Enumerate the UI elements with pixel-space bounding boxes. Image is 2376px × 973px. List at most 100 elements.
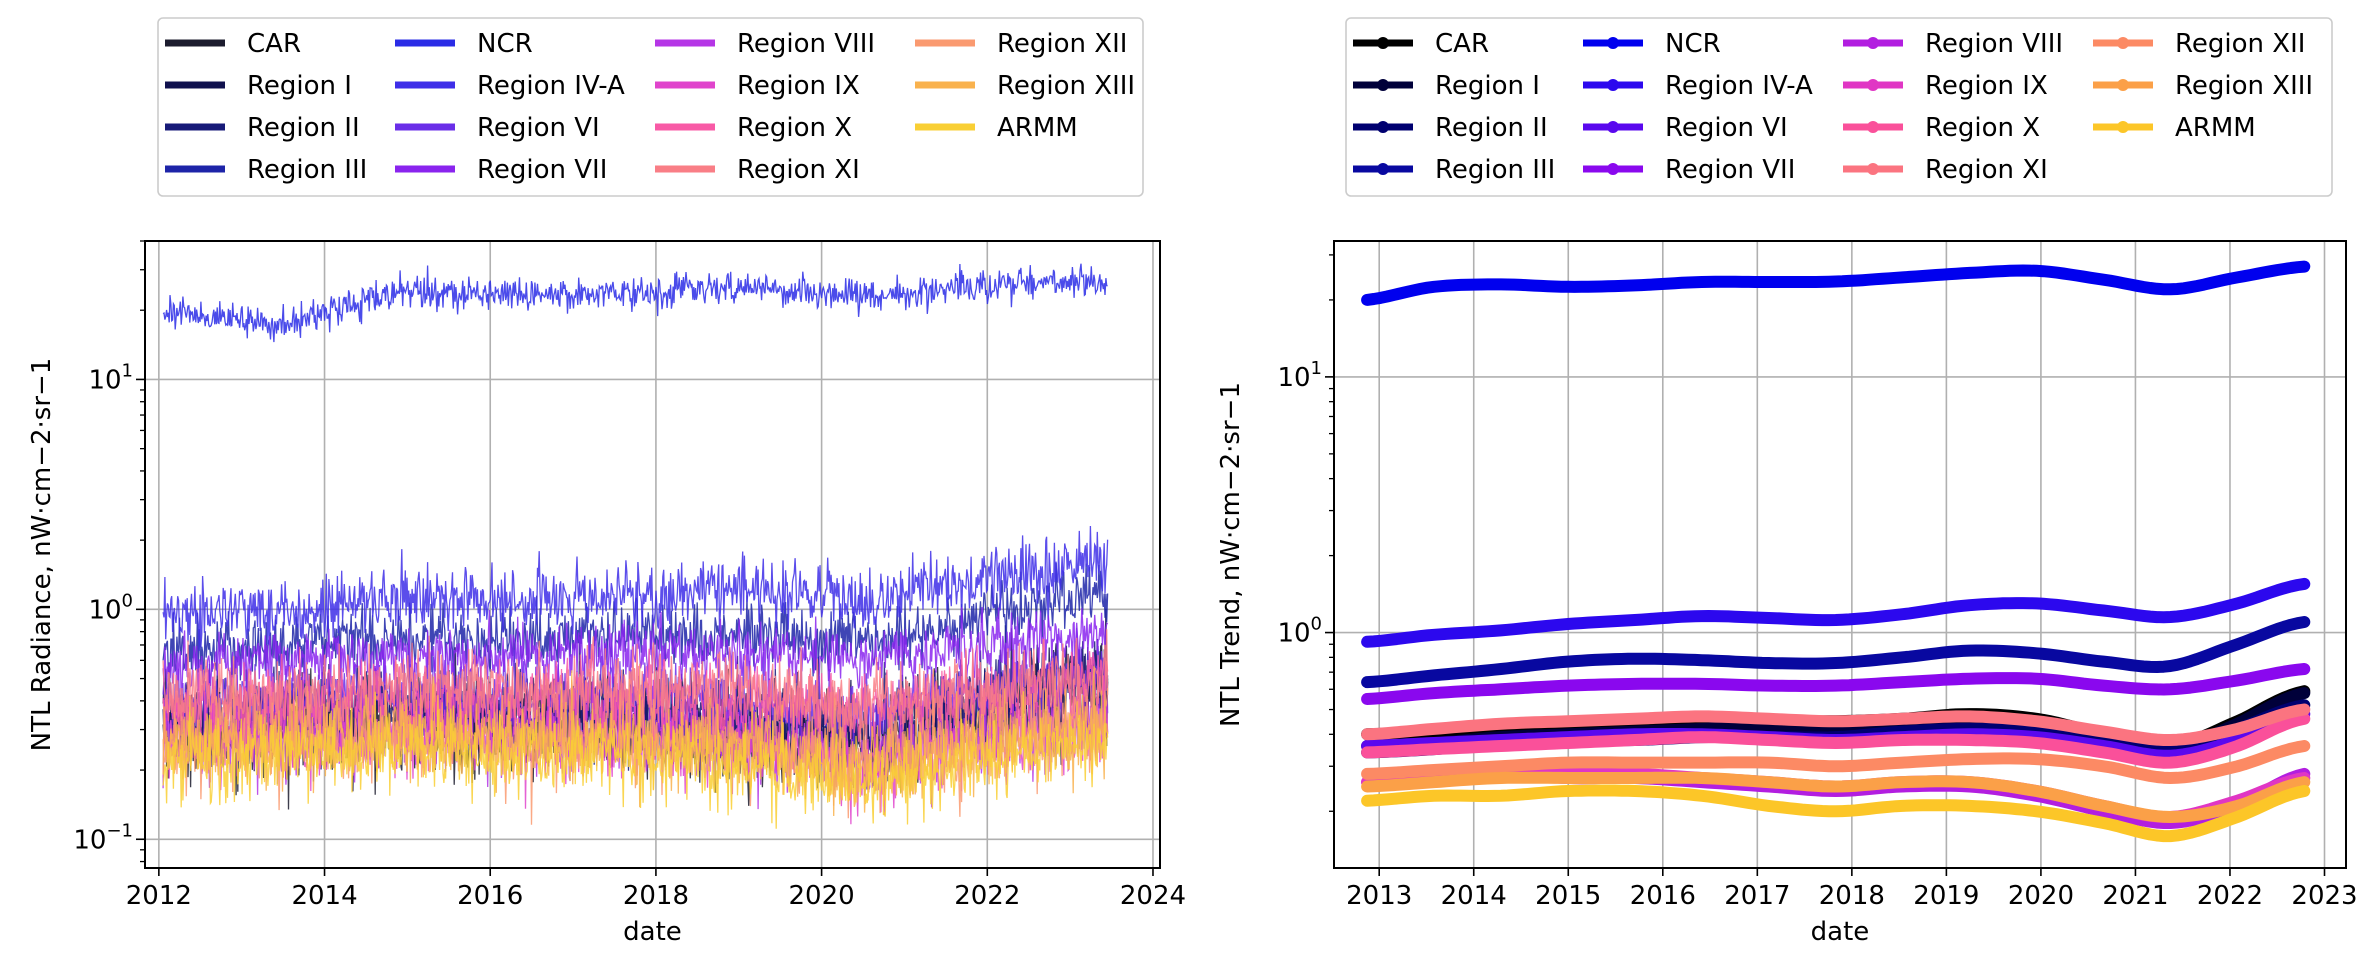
y-axis-label: NTL Radiance, nW·cm−2·sr−1: [27, 358, 57, 752]
legend-item: Region VII: [1583, 155, 1795, 185]
legend-label: Region X: [1925, 113, 2040, 143]
legend-marker: [2117, 121, 2129, 133]
legend-label: Region XII: [997, 29, 1127, 59]
legend-marker: [2117, 79, 2129, 91]
x-tick-label: 2018: [1819, 881, 1885, 911]
legend-label: Region IV-A: [477, 71, 625, 101]
legend-item: Region IX: [655, 71, 860, 101]
legend-item: Region XIII: [915, 71, 1135, 101]
legend-item: Region IV-A: [1583, 71, 1813, 101]
legend-item: Region IV-A: [395, 71, 625, 101]
y-axis-label: NTL Trend, nW·cm−2·sr−1: [1216, 382, 1246, 727]
series-line-region-xi: [1361, 703, 2311, 746]
x-tick-label: 2023: [2291, 881, 2357, 911]
legend-label: Region VI: [477, 113, 600, 143]
series-group: [162, 263, 1109, 829]
series-line-region-iv-a: [162, 525, 1109, 651]
legend-item: Region III: [1353, 155, 1555, 185]
legend-marker: [1867, 121, 1879, 133]
legend-label: Region XI: [1925, 155, 2048, 185]
legend-label: Region I: [1435, 71, 1540, 101]
series-line-armm: [1361, 784, 2311, 843]
x-tick-label: 2018: [623, 881, 689, 911]
legend-item: Region VI: [395, 113, 600, 143]
x-axis-label: date: [1811, 917, 1870, 947]
legend-marker: [1377, 163, 1389, 175]
x-tick-label: 2012: [126, 881, 192, 911]
legend-item: NCR: [395, 29, 533, 59]
legend-label: Region II: [247, 113, 360, 143]
legend-frame: [1345, 17, 2333, 197]
legend-item: Region I: [165, 71, 352, 101]
x-tick-label: 2022: [954, 881, 1020, 911]
x-tick-label: 2020: [789, 881, 855, 911]
x-tick-label: 2019: [1913, 881, 1979, 911]
legend-label: Region XII: [2175, 29, 2305, 59]
y-tick-label: 10−1: [73, 820, 133, 855]
series-line-ncr: [162, 263, 1108, 343]
legend-item: Region I: [1353, 71, 1540, 101]
x-tick-label: 2017: [1724, 881, 1790, 911]
legend-item: Region XIII: [2093, 71, 2313, 101]
legend-label: Region III: [1435, 155, 1555, 185]
series-line-region-xiii: [1361, 771, 2311, 823]
legend-marker: [1377, 79, 1389, 91]
legend-label: Region III: [247, 155, 367, 185]
legend-label: Region VIII: [737, 29, 875, 59]
legend-item: Region VIII: [1843, 29, 2063, 59]
plot-frame: [1333, 240, 2347, 869]
series-line-region-iv-a: [1361, 577, 2311, 648]
legend-label: Region XIII: [2175, 71, 2313, 101]
series-line-region-vii: [162, 607, 1109, 702]
x-tick-label: 2013: [1346, 881, 1412, 911]
legend-item: Region XI: [655, 155, 860, 185]
y-tick-label: 100: [88, 590, 133, 625]
legend-marker: [1377, 121, 1389, 133]
legend-marker: [1867, 37, 1879, 49]
radiance-chart: 2012 2014 2016 2018 2020 2022 2024 10−1 100 101 da…: [27, 17, 1186, 947]
x-tick-label: 2021: [2102, 881, 2168, 911]
legend-item: NCR: [1583, 29, 1721, 59]
legend-label: Region VII: [1665, 155, 1795, 185]
legend-label: Region XIII: [997, 71, 1135, 101]
y-tick-label: 100: [1277, 614, 1322, 649]
legend-item: Region X: [655, 113, 852, 143]
plot-frame: [144, 240, 1161, 869]
legend-label: NCR: [1665, 29, 1721, 59]
legend-label: NCR: [477, 29, 533, 59]
legend-label: CAR: [247, 29, 301, 59]
legend-label: CAR: [1435, 29, 1489, 59]
legend-item: ARMM: [915, 113, 1078, 143]
x-tick-label: 2014: [1441, 881, 1507, 911]
legend-label: Region IX: [737, 71, 860, 101]
legend-item: Region XI: [1843, 155, 2048, 185]
legend-marker: [1377, 37, 1389, 49]
series-group: [1361, 260, 2311, 843]
series-line-region-x: [1361, 712, 2311, 769]
legend-label: Region VI: [1665, 113, 1788, 143]
legend-item: CAR: [165, 29, 301, 59]
y-tick-label: 101: [1277, 358, 1322, 393]
legend-item: CAR: [1353, 29, 1489, 59]
legend-item: Region II: [1353, 113, 1548, 143]
series-line-region-iii: [1361, 616, 2311, 689]
legend-item: Region VIII: [655, 29, 875, 59]
legend-marker: [1607, 79, 1619, 91]
y-tick-label: 101: [88, 360, 133, 395]
legend: CAR Region I Region II Region III NCR Region …: [157, 17, 1144, 197]
legend: CAR Region I Region II Region III NCR Region …: [1345, 17, 2333, 197]
legend-marker: [2117, 37, 2129, 49]
legend-marker: [1867, 163, 1879, 175]
series-line-region-xii: [1361, 740, 2311, 784]
legend-item: ARMM: [2093, 113, 2256, 143]
x-tick-label: 2022: [2197, 881, 2263, 911]
legend-item: Region XII: [915, 29, 1127, 59]
legend-marker: [1607, 37, 1619, 49]
series-line-region-vii: [1361, 663, 2311, 705]
x-axis-label: date: [623, 917, 682, 947]
legend-item: Region VI: [1583, 113, 1788, 143]
legend-marker: [1867, 79, 1879, 91]
x-tick-label: 2016: [1630, 881, 1696, 911]
legend-label: Region IX: [1925, 71, 2048, 101]
legend-label: Region VII: [477, 155, 607, 185]
